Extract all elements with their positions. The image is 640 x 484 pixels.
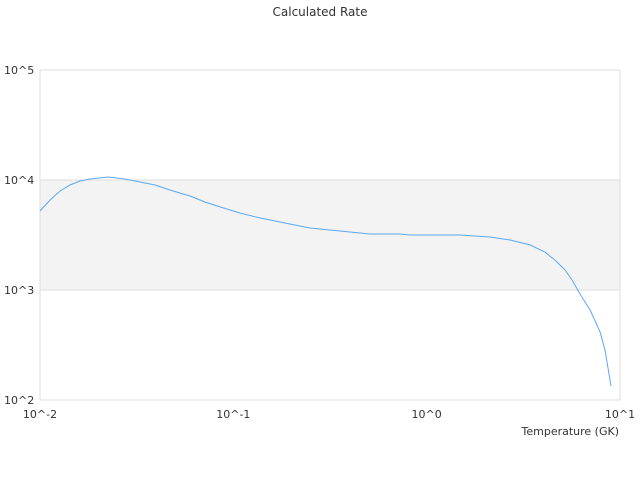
x-axis-label: Temperature (GK) — [521, 425, 620, 438]
chart-title: Calculated Rate — [273, 5, 368, 19]
rate-series-line — [39, 176, 612, 387]
x-tick-label: 10^1 — [605, 408, 635, 421]
x-tick-label: 10^0 — [412, 408, 442, 421]
x-tick-label: 10^-1 — [216, 408, 250, 421]
y-tick-label: 10^3 — [4, 284, 34, 297]
x-tick-label: 10^-2 — [23, 408, 57, 421]
y-tick-label: 10^4 — [4, 174, 34, 187]
y-tick-label: 10^2 — [4, 394, 34, 407]
y-tick-label: 10^5 — [4, 64, 34, 77]
grid-band — [40, 180, 620, 290]
